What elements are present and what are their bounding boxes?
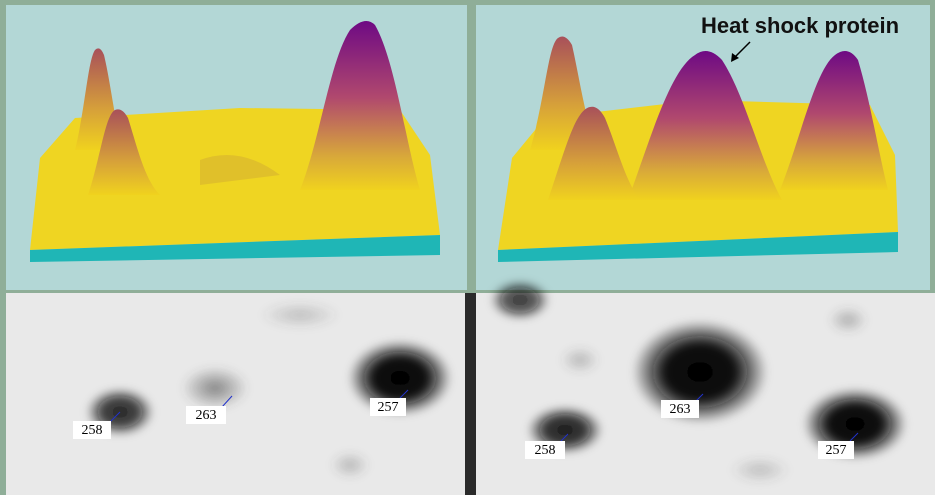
- spot-label: 258: [82, 423, 103, 438]
- spot-label: 257: [826, 443, 847, 458]
- gel-left: 258 263 257: [6, 293, 465, 495]
- spot-label: 263: [196, 408, 217, 423]
- surface-plot-left: [6, 5, 467, 290]
- spot-label: 263: [670, 402, 691, 417]
- gel-right: 263 258 257: [476, 280, 935, 495]
- page: Heat shock protein 258 263 257: [0, 0, 935, 495]
- divider: [465, 293, 476, 495]
- spot-label: 257: [378, 400, 399, 415]
- figure: Heat shock protein 258 263 257: [0, 0, 935, 495]
- annotation: Heat shock protein: [701, 13, 899, 38]
- spot-label: 258: [535, 443, 556, 458]
- surface-plot-right: Heat shock protein: [476, 5, 930, 290]
